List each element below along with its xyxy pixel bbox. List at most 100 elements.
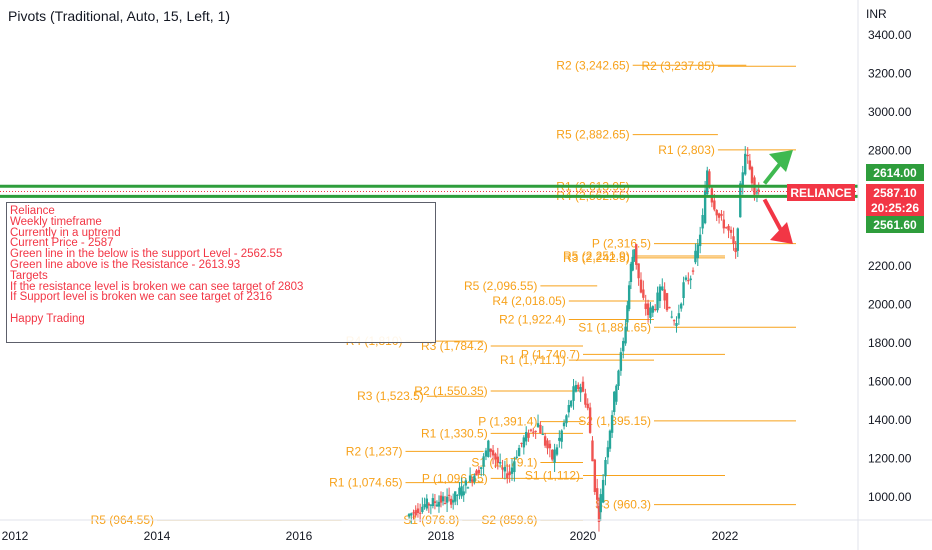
candle-body	[706, 170, 709, 195]
pivot-label: R1 (2,803)	[658, 143, 715, 157]
candle-body	[498, 462, 502, 464]
candle-body	[489, 448, 492, 452]
note-line: Weekly timeframe	[10, 215, 102, 228]
candle-body	[418, 512, 422, 514]
candle-body	[421, 506, 424, 512]
y-tick-label: 1800.00	[868, 336, 912, 350]
candle-body	[717, 213, 721, 218]
candle-body	[694, 250, 697, 263]
candle-body	[651, 306, 655, 313]
candle-body	[639, 279, 643, 293]
candle-body	[439, 495, 443, 503]
candle-body	[449, 498, 453, 505]
candle-body	[672, 320, 676, 322]
pivot-label: R1 (1,330.5)	[421, 426, 488, 440]
analysis-note: Reliance Weekly timeframe Currently in a u…	[6, 202, 436, 343]
candle-body	[663, 289, 666, 301]
support-resistance-lines	[0, 184, 858, 198]
pivot-label: R3 (1,523.5)	[357, 389, 424, 403]
candle-body	[724, 227, 728, 229]
candle-body	[649, 307, 652, 318]
pivot-label: S1 (1,112)	[525, 468, 580, 482]
candle-body	[539, 424, 542, 434]
pivot-label: R2 (3,242.65)	[556, 58, 629, 72]
candle-body	[506, 473, 509, 479]
candle-body	[727, 225, 730, 231]
candle-body	[661, 286, 664, 291]
candle-body	[458, 487, 461, 495]
candle-body	[558, 437, 561, 441]
candle-body	[599, 494, 602, 513]
pivot-label: R2 (1,237)	[346, 444, 403, 458]
candle-body	[433, 501, 437, 504]
candle-body	[423, 504, 426, 508]
candle-body	[637, 263, 640, 279]
candle-body	[617, 370, 620, 386]
candle-body	[443, 503, 447, 505]
candle-body	[757, 189, 760, 192]
candle-body	[744, 153, 747, 175]
candle-body	[560, 430, 563, 442]
y-tick-label: 2000.00	[868, 298, 912, 312]
price-label-resistance-bg	[866, 164, 924, 181]
pivot-label: P (1,096.55)	[422, 471, 488, 485]
pivot-label: R2 (1,922.4)	[499, 312, 566, 326]
candle-body	[698, 234, 702, 247]
candle-body	[447, 494, 451, 496]
candle-body	[684, 277, 688, 280]
y-tick-label: 1400.00	[868, 413, 912, 427]
candle-body	[708, 171, 711, 188]
price-label-current-bg	[866, 184, 924, 201]
candle-body	[437, 501, 441, 507]
candle-body	[551, 449, 554, 460]
candle-body	[613, 391, 616, 412]
candle-body	[746, 154, 749, 157]
candle-body	[508, 471, 511, 476]
candle-body	[604, 459, 607, 477]
chart-title: Pivots (Traditional, Auto, 15, Left, 1)	[8, 8, 231, 24]
note-line: Green line in the below is the support L…	[10, 248, 283, 261]
candle-body	[635, 244, 638, 265]
candle-body	[501, 467, 504, 470]
candle-body	[734, 247, 737, 253]
candle-body	[464, 480, 468, 486]
candle-body	[496, 456, 499, 464]
currency-label: INR	[866, 7, 887, 21]
candle-body	[748, 160, 752, 170]
candle-body	[670, 316, 673, 318]
candle-body	[642, 289, 645, 298]
candle-body	[646, 303, 650, 316]
pivot-label: R5 (2,251.9)	[563, 249, 630, 263]
candle-body	[546, 440, 549, 449]
candle-body	[471, 479, 474, 482]
candle-body	[610, 415, 614, 433]
candle-body	[682, 282, 685, 299]
candle-body	[608, 430, 612, 449]
candle-body	[473, 475, 476, 482]
candle-body	[627, 285, 631, 310]
candle-body	[534, 430, 537, 432]
candle-body	[615, 385, 618, 402]
candle-body	[750, 167, 754, 184]
x-axis: 2012 2014 2016 2018 2020 2022	[2, 529, 739, 543]
pivot-label: S1 (1,881.65)	[578, 320, 651, 334]
candle-body	[520, 442, 523, 444]
note-line: Current Price - 2587	[10, 237, 114, 250]
candle-body	[482, 456, 485, 467]
candle-body	[410, 513, 413, 516]
y-tick-label: 3200.00	[868, 67, 912, 81]
candle-body	[722, 219, 726, 229]
candle-body	[680, 303, 683, 309]
candle-body	[729, 229, 733, 233]
note-line: If the resistance level is broken we can…	[10, 280, 304, 293]
candle-body	[701, 215, 704, 229]
candle-body	[517, 447, 521, 457]
candle-body	[626, 305, 629, 323]
candle-body	[454, 491, 457, 502]
candle-body	[597, 505, 601, 522]
candle-body	[656, 292, 659, 311]
candle-body	[510, 467, 514, 474]
pivot-label: R5 (2,882.65)	[556, 128, 629, 142]
candle-body	[529, 429, 533, 431]
pivot-label: R2 (1,550.35)	[414, 384, 487, 398]
